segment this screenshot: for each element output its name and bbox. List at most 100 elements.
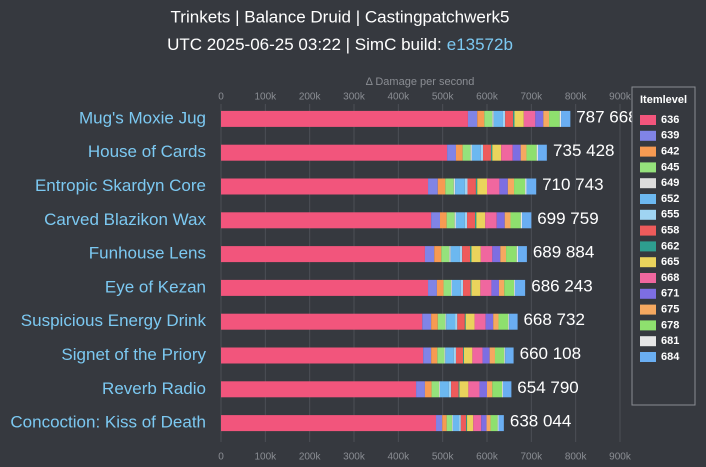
- bar-segment: [460, 415, 467, 432]
- bar-segment: [475, 212, 477, 229]
- bar-segment: [451, 279, 452, 296]
- legend-swatch: [640, 320, 656, 331]
- bar-segment: [504, 212, 511, 229]
- bar-segment: [428, 279, 437, 296]
- bar-segment: [453, 347, 456, 364]
- bar-segment: [523, 110, 536, 127]
- total-label: 668 732: [523, 310, 584, 329]
- bar-segment: [508, 313, 510, 330]
- bar-segment: [509, 313, 518, 330]
- legend-swatch: [640, 225, 656, 236]
- x-tick-label: 500k: [432, 92, 455, 103]
- bar-segment: [467, 178, 476, 195]
- bar-segment: [496, 212, 505, 229]
- bar-segment: [505, 110, 514, 127]
- bar-segment: [470, 246, 472, 263]
- total-label: 699 759: [537, 209, 598, 228]
- bar-segment: [537, 144, 547, 161]
- x-tick-label-bottom: 0: [218, 452, 224, 463]
- bar-segment: [543, 110, 550, 127]
- x-tick-label: 900k: [609, 92, 632, 103]
- bar-segment: [480, 279, 492, 296]
- bar-segment: [440, 381, 449, 398]
- bar-segment: [443, 279, 452, 296]
- bar-segment: [459, 415, 461, 432]
- bar-segment: [459, 381, 469, 398]
- category-label: Eye of Kezan: [105, 277, 206, 296]
- bar-segment: [514, 279, 526, 296]
- legend-swatch: [640, 288, 656, 299]
- legend-label: 655: [661, 209, 679, 221]
- build-link[interactable]: e13572b: [447, 35, 513, 54]
- bar-segment: [445, 178, 454, 195]
- bar-segment: [559, 110, 562, 127]
- legend-swatch: [640, 273, 656, 283]
- bar-segment: [455, 212, 465, 229]
- bar-segment: [467, 415, 474, 432]
- x-tick-label: 800k: [565, 92, 588, 103]
- bar-segment: [471, 144, 481, 161]
- bar-segment: [491, 279, 499, 296]
- bar-segment: [431, 313, 438, 330]
- bar-segment: [221, 279, 429, 296]
- x-tick-label: 200k: [299, 92, 322, 103]
- x-tick-label-bottom: 100k: [254, 452, 277, 463]
- bar-segment: [452, 415, 460, 432]
- legend-label: 681: [661, 335, 679, 347]
- bar-segment: [483, 144, 491, 161]
- bar-segment: [492, 144, 502, 161]
- legend-swatch: [640, 352, 656, 362]
- bar-segment: [484, 110, 493, 127]
- bar-segment: [536, 144, 538, 161]
- legend-label: 671: [661, 288, 679, 300]
- bar-segment: [467, 110, 478, 127]
- legend-label: 636: [661, 114, 679, 126]
- bar-segment: [502, 110, 506, 127]
- x-tick-label-bottom: 800k: [565, 452, 588, 463]
- bar-segment: [221, 415, 437, 432]
- bar-segment: [431, 381, 440, 398]
- legend-label: 639: [661, 130, 679, 142]
- legend-label: 658: [661, 225, 679, 237]
- bar-segment: [460, 279, 464, 296]
- bar-segment: [437, 178, 446, 195]
- bar-segment: [512, 144, 521, 161]
- bar-segment: [498, 415, 504, 432]
- category-label: Concoction: Kiss of Death: [10, 413, 206, 432]
- legend-swatch: [640, 209, 656, 220]
- x-tick-label-bottom: 400k: [387, 452, 410, 463]
- bar-segment: [448, 381, 452, 398]
- bar-segment: [525, 178, 527, 195]
- total-label: 686 243: [531, 276, 592, 295]
- total-label: 660 108: [520, 344, 581, 363]
- bar-segment: [434, 246, 442, 263]
- bar-segment: [458, 381, 460, 398]
- x-tick-label: 700k: [520, 92, 543, 103]
- bar-segment: [436, 415, 443, 432]
- bar-segment: [463, 347, 464, 364]
- bar-segment: [480, 246, 493, 263]
- bar-segment: [445, 347, 454, 364]
- category-label: Signet of the Priory: [61, 345, 206, 364]
- bar-segment: [493, 313, 499, 330]
- bar-segment: [505, 347, 514, 364]
- category-label: House of Cards: [88, 142, 206, 161]
- legend-title: Itemlevel: [640, 94, 687, 106]
- x-tick-label: 300k: [343, 92, 366, 103]
- bar-segment: [451, 381, 459, 398]
- total-label: 638 044: [510, 412, 571, 431]
- bar-segment: [466, 415, 468, 432]
- bar-segment: [424, 381, 432, 398]
- category-label: Mug's Moxie Jug: [79, 108, 206, 127]
- x-tick-label-bottom: 300k: [343, 452, 366, 463]
- plot-area: 0 0 100k 100k 200k 200k 300k 300k 400k 400k 500k 50…: [10, 92, 637, 463]
- legend-label: 665: [661, 256, 679, 268]
- bar-segment: [518, 246, 527, 263]
- bar-segment: [446, 415, 452, 432]
- legend-label: 649: [661, 177, 679, 189]
- bar-segment: [472, 347, 483, 364]
- bar-segment: [462, 144, 471, 161]
- x-tick-label-bottom: 700k: [520, 452, 543, 463]
- bar-segment: [506, 246, 517, 263]
- bar-segment: [453, 178, 456, 195]
